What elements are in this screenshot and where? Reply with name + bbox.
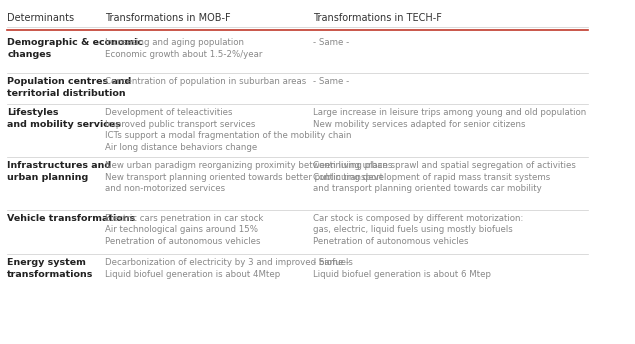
Text: Demographic & economic
changes: Demographic & economic changes xyxy=(8,38,144,59)
Text: Increasing and aging population
Economic growth about 1.5-2%/year: Increasing and aging population Economic… xyxy=(105,38,262,59)
Text: Development of teleactivities
Improved public transport services
ICTs support a : Development of teleactivities Improved p… xyxy=(105,108,352,152)
Text: - Same -: - Same - xyxy=(312,77,349,86)
Text: Energy system
transformations: Energy system transformations xyxy=(8,258,94,279)
Text: - Same -: - Same - xyxy=(312,38,349,47)
Text: Vehicle transformations: Vehicle transformations xyxy=(8,214,135,223)
Text: Population centres and
territorial distribution: Population centres and territorial distr… xyxy=(8,77,131,98)
Text: Lifestyles
and mobility services: Lifestyles and mobility services xyxy=(8,108,121,129)
Text: New urban paradigm reorganizing proximity between living places
New transport pl: New urban paradigm reorganizing proximit… xyxy=(105,161,392,193)
Text: - Same -
Liquid biofuel generation is about 6 Mtep: - Same - Liquid biofuel generation is ab… xyxy=(312,258,491,279)
Text: Decarbonization of electricity by 3 and improved biofuels
Liquid biofuel generat: Decarbonization of electricity by 3 and … xyxy=(105,258,353,279)
Text: Determinants: Determinants xyxy=(8,13,74,23)
Text: Large increase in leisure trips among young and old population
New mobility serv: Large increase in leisure trips among yo… xyxy=(312,108,586,129)
Text: Transformations in MOB-F: Transformations in MOB-F xyxy=(105,13,231,23)
Text: Infrastructures and
urban planning: Infrastructures and urban planning xyxy=(8,161,111,182)
Text: Continuing urban sprawl and spatial segregation of activities
Continuing develop: Continuing urban sprawl and spatial segr… xyxy=(312,161,575,193)
Text: Concentration of population in suburban areas: Concentration of population in suburban … xyxy=(105,77,306,86)
Text: Electric cars penetration in car stock
Air technological gains around 15%
Penetr: Electric cars penetration in car stock A… xyxy=(105,214,264,246)
Text: Transformations in TECH-F: Transformations in TECH-F xyxy=(312,13,441,23)
Text: Car stock is composed by different motorization:
gas, electric, liquid fuels usi: Car stock is composed by different motor… xyxy=(312,214,523,246)
